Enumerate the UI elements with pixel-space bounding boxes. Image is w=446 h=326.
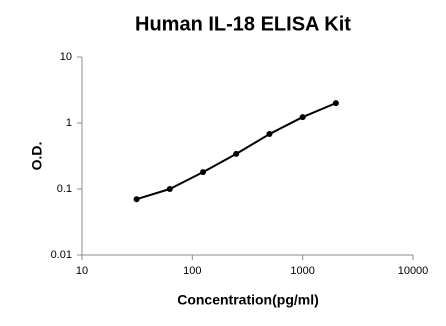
y-axis-label: O.D. <box>29 142 45 171</box>
x-axis-label: Concentration(pg/ml) <box>177 292 319 308</box>
data-point <box>200 169 207 176</box>
y-tick-label: 10 <box>60 51 72 63</box>
y-tick-label: 0.01 <box>51 249 72 261</box>
x-tick-label: 10000 <box>398 265 429 277</box>
data-point <box>166 186 173 192</box>
y-tick-label: 0.1 <box>57 183 72 195</box>
data-point <box>332 100 339 107</box>
data-point <box>266 131 273 138</box>
x-tick-label: 100 <box>183 265 201 277</box>
x-tick-label: 10 <box>76 265 88 277</box>
data-point <box>299 114 306 121</box>
data-point <box>133 196 140 203</box>
data-point <box>233 150 240 157</box>
x-tick-label: 1000 <box>290 265 314 277</box>
y-tick-label: 1 <box>66 117 72 129</box>
chart-title: Human IL-18 ELISA Kit <box>135 13 351 35</box>
